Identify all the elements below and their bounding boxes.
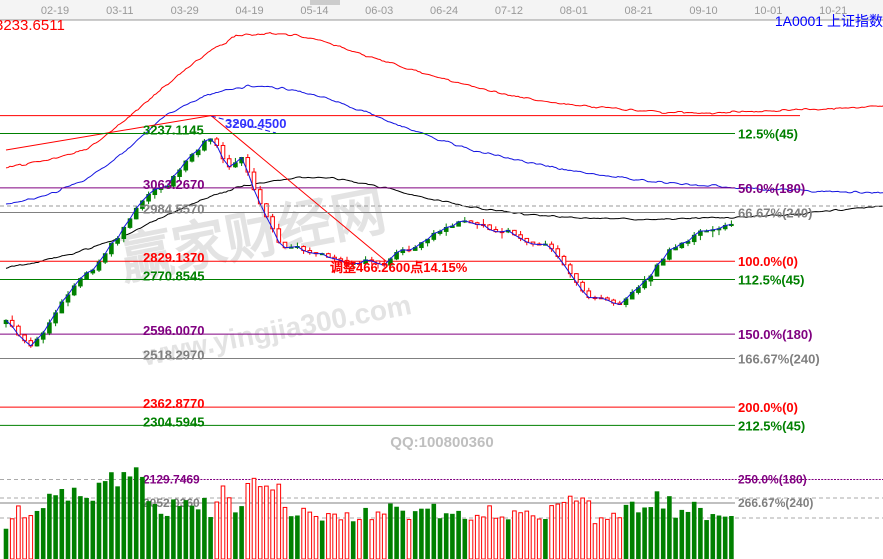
svg-text:06-24: 06-24 bbox=[430, 5, 458, 17]
svg-text:08-01: 08-01 bbox=[560, 5, 588, 17]
svg-text:50.0%(180): 50.0%(180) bbox=[738, 181, 805, 196]
svg-text:150.0%(180): 150.0%(180) bbox=[738, 327, 812, 342]
svg-text:2129.7469: 2129.7469 bbox=[143, 473, 200, 487]
svg-text:3200.4500: 3200.4500 bbox=[225, 116, 286, 131]
svg-text:2829.1370: 2829.1370 bbox=[143, 250, 204, 265]
svg-text:166.67%(240): 166.67%(240) bbox=[738, 352, 820, 367]
svg-text:12.5%(45): 12.5%(45) bbox=[738, 126, 798, 141]
svg-text:调整466.2600点14.15%: 调整466.2600点14.15% bbox=[330, 260, 468, 275]
svg-text:2362.8770: 2362.8770 bbox=[143, 396, 204, 411]
svg-text:03-29: 03-29 bbox=[171, 5, 199, 17]
svg-text:2304.5945: 2304.5945 bbox=[143, 414, 204, 429]
svg-text:06-03: 06-03 bbox=[365, 5, 393, 17]
svg-text:112.5%(45): 112.5%(45) bbox=[738, 272, 805, 287]
svg-text:05-14: 05-14 bbox=[300, 5, 328, 17]
svg-text:02-19: 02-19 bbox=[41, 5, 69, 17]
svg-text:2596.0070: 2596.0070 bbox=[143, 323, 204, 338]
svg-text:08-21: 08-21 bbox=[625, 5, 653, 17]
svg-text:3233.6511: 3233.6511 bbox=[0, 17, 65, 34]
svg-text:200.0%(0): 200.0%(0) bbox=[738, 400, 798, 415]
svg-text:1A0001 上证指数: 1A0001 上证指数 bbox=[775, 13, 883, 29]
svg-text:2984.5570: 2984.5570 bbox=[143, 202, 204, 217]
svg-text:2770.8545: 2770.8545 bbox=[143, 268, 204, 283]
svg-text:212.5%(45): 212.5%(45) bbox=[738, 418, 805, 433]
svg-text:3237.1145: 3237.1145 bbox=[143, 122, 204, 137]
svg-text:2518.2970: 2518.2970 bbox=[143, 348, 204, 363]
svg-text:QQ:100800360: QQ:100800360 bbox=[390, 434, 493, 451]
svg-text:266.67%(240): 266.67%(240) bbox=[738, 496, 813, 510]
svg-text:3063.2670: 3063.2670 bbox=[143, 177, 204, 192]
svg-text:100.0%(0): 100.0%(0) bbox=[738, 254, 798, 269]
svg-text:04-19: 04-19 bbox=[235, 5, 263, 17]
svg-text:66.67%(240): 66.67%(240) bbox=[738, 206, 812, 221]
svg-text:07-12: 07-12 bbox=[495, 5, 523, 17]
svg-text:09-10: 09-10 bbox=[689, 5, 717, 17]
svg-text:03-11: 03-11 bbox=[106, 5, 133, 17]
svg-text:250.0%(180): 250.0%(180) bbox=[738, 473, 807, 487]
